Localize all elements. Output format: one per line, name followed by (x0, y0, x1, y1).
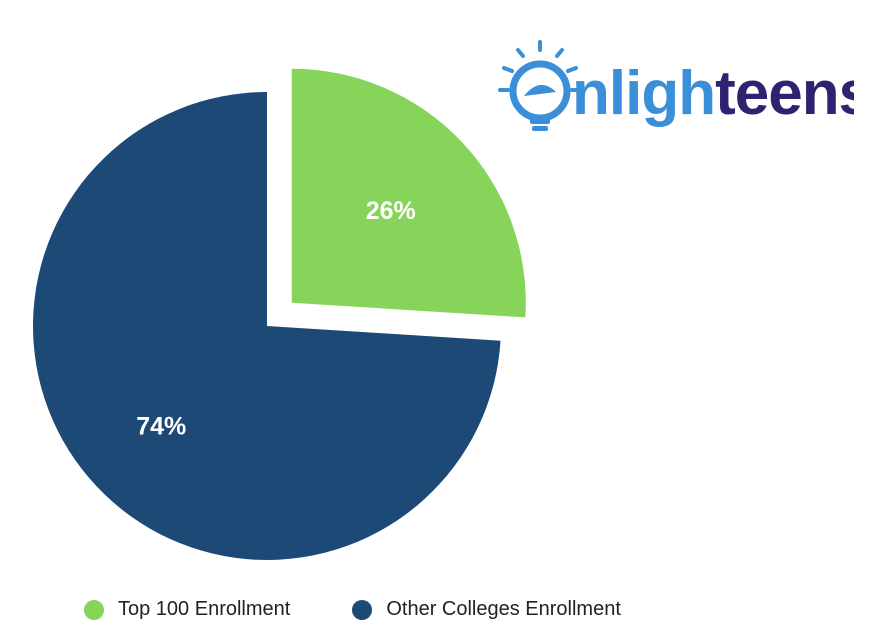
pie-slice-label-1: 74% (136, 412, 186, 440)
svg-text:nlighteens: nlighteens (572, 59, 854, 128)
legend-item-top-100: Top 100 Enrollment (84, 598, 290, 621)
lightbulb-logo-icon: nlighteens (498, 40, 870, 131)
pie-slice-1 (33, 92, 501, 560)
pie-slice-0 (291, 68, 526, 318)
pie-slice-label-0: 26% (366, 197, 416, 225)
legend-swatch (84, 599, 104, 620)
legend-label: Other Colleges Enrollment (386, 598, 621, 620)
enlighteens-logo: nlighteens (484, 36, 870, 136)
legend-swatch (352, 599, 373, 620)
legend-item-other-colleges: Other Colleges Enrollment (352, 598, 621, 621)
chart-legend: Top 100 Enrollment Other Colleges Enroll… (84, 598, 621, 621)
legend-label: Top 100 Enrollment (118, 598, 291, 620)
